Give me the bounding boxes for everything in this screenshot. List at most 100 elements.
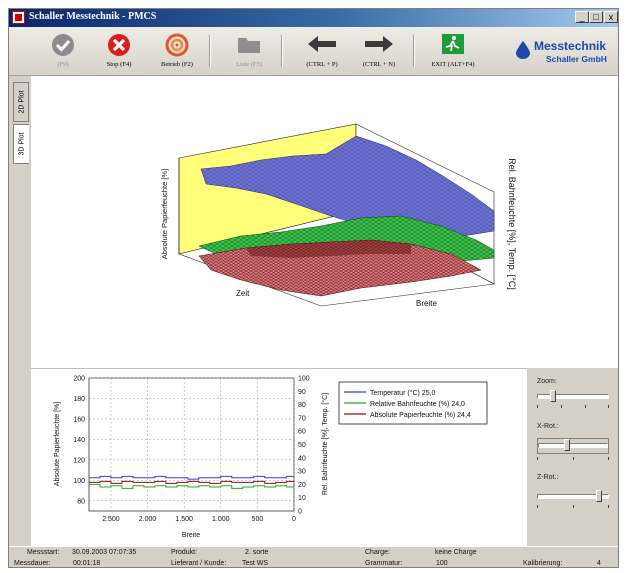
x-axis-title: Breite <box>182 532 200 539</box>
y-right-tick-label: 80 <box>298 402 306 409</box>
plot-tabs: 2D Plot 3D Plot <box>9 76 31 171</box>
x-tick-label: 1.000 <box>212 516 230 523</box>
forward-label: (CTRL + N) <box>362 61 396 68</box>
x-tick-label: 2.500 <box>102 516 120 523</box>
lieferant-label: Lieferant / Kunde: <box>171 560 227 567</box>
y-right-tick-label: 30 <box>298 469 306 476</box>
x-axis-label: Zeit <box>236 289 250 298</box>
exit-label: EXIT (ALT+F4) <box>431 61 475 68</box>
xrot-slider[interactable] <box>537 438 609 454</box>
back-label: (CTRL + P) <box>306 61 338 68</box>
tab-2d-label: 2D Plot <box>18 90 26 114</box>
y-right-tick-label: 100 <box>298 376 310 383</box>
liste-label: Liste (F3) <box>236 61 262 68</box>
y-right-tick-label: 70 <box>298 415 306 422</box>
zrot-ticks <box>537 505 609 508</box>
maximize-button[interactable]: □ <box>589 11 603 23</box>
zrot-slider-thumb[interactable] <box>596 490 602 502</box>
betrieb-button[interactable]: Betrieb (F2) <box>147 29 207 73</box>
stop-button[interactable]: Stop (F4) <box>89 29 149 73</box>
x-tick-label: 2.000 <box>139 516 157 523</box>
zrot-label: Z-Rot.: <box>537 474 559 481</box>
xrot-label: X-Rot.: <box>537 423 559 430</box>
series-line-abs-humidity <box>89 480 295 484</box>
xrot-slider-thumb[interactable] <box>564 439 570 451</box>
y-tick-label: 80 <box>77 498 85 505</box>
grammatur-value: 100 <box>436 560 448 567</box>
back-button[interactable]: (CTRL + P) <box>292 29 352 73</box>
x-tick-label: 500 <box>252 516 264 523</box>
y-axis-label: Breite <box>416 299 437 308</box>
produkt-label: Produkt: <box>171 549 198 556</box>
toolbar: (F9) Stop (F4) Betrieb (F2) Liste (F3) <box>9 27 618 76</box>
zoom-label: Zoom: <box>537 378 557 385</box>
y-axis-title: Absolute Papierfeuchte [%] <box>54 402 61 486</box>
start-label: (F9) <box>57 61 69 68</box>
folder-icon <box>238 38 260 53</box>
logo-text: Messtechnik <box>534 39 607 53</box>
plot-3d: Absolute Papierfeuchte [%] Rel. Bahnfeuc… <box>31 76 618 368</box>
liste-button[interactable]: Liste (F3) <box>219 29 279 73</box>
zoom-slider-thumb[interactable] <box>550 390 556 402</box>
series-line-rel-humidity <box>89 483 295 489</box>
zoom-slider[interactable] <box>537 390 609 402</box>
y-tick-label: 100 <box>73 478 85 485</box>
window-title: Schaller Messtechnik - PMCS <box>29 11 157 22</box>
y-right-tick-label: 20 <box>298 482 306 489</box>
check-icon <box>52 34 74 56</box>
y-axis-right-title: Rel. Bahnfeuchte [%], Temp. [°C] <box>321 393 329 495</box>
zrot-slider[interactable] <box>537 490 609 502</box>
water-drop-icon <box>516 41 530 59</box>
y-right-tick-label: 40 <box>298 455 306 462</box>
logo-subtext: Schaller GmbH <box>546 54 607 64</box>
messdauer-value: 00:01:18 <box>73 560 101 567</box>
toolbar-separator <box>413 35 415 67</box>
close-button[interactable]: x <box>604 11 618 23</box>
y-tick-label: 180 <box>73 396 85 403</box>
z-right-axis-label: Rel. Bahnfeuchte [%], Temp. [°C] <box>507 158 517 290</box>
y-right-tick-label: 50 <box>298 442 306 449</box>
toolbar-separator <box>209 35 211 67</box>
legend-rel-humidity: Relative Bahnfeuchte (%) 24,0 <box>370 401 465 408</box>
stop-icon <box>108 34 130 56</box>
xrot-ticks <box>537 457 609 460</box>
tab-2d-plot[interactable]: 2D Plot <box>13 82 29 122</box>
y-right-tick-label: 60 <box>298 429 306 436</box>
tab-3d-label: 3D Plot <box>18 132 26 156</box>
arrow-right-icon <box>365 36 393 52</box>
kalibrierung-value: 4 <box>597 560 601 567</box>
tab-3d-plot[interactable]: 3D Plot <box>13 124 29 164</box>
y-right-tick-label: 0 <box>298 509 302 516</box>
y-right-tick-label: 10 <box>298 495 306 502</box>
y-right-tick-label: 90 <box>298 389 306 396</box>
title-bar: Schaller Messtechnik - PMCS _ □ x <box>9 9 618 27</box>
minimize-button[interactable]: _ <box>575 11 589 23</box>
app-icon <box>12 11 25 24</box>
messstart-value: 30.09.2003 07:07:35 <box>72 549 137 556</box>
spiral-icon <box>165 33 189 57</box>
y-tick-label: 120 <box>73 457 85 464</box>
toolbar-separator <box>281 35 283 67</box>
legend-temperature: Temperatur (°C) 25,0 <box>370 389 436 397</box>
y-tick-label: 200 <box>73 376 85 383</box>
plot-area <box>88 377 295 512</box>
messstart-label: Messstart: <box>27 549 60 556</box>
start-button[interactable]: (F9) <box>33 29 93 73</box>
surface-plot: Absolute Papierfeuchte [%] Rel. Bahnfeuc… <box>160 123 517 308</box>
x-tick-label: 1.500 <box>175 516 193 523</box>
arrow-left-icon <box>308 36 336 52</box>
stop-label: Stop (F4) <box>106 61 132 68</box>
betrieb-label: Betrieb (F2) <box>161 61 193 68</box>
lieferant-value: Test WS <box>242 560 269 567</box>
zoom-ticks <box>537 405 609 408</box>
produkt-value: 2. sorte <box>245 549 269 556</box>
grammatur-label: Grammatur: <box>365 560 403 567</box>
charge-label: Charge: <box>365 549 390 556</box>
company-logo: Messtechnik Schaller GmbH <box>516 39 612 69</box>
messdauer-label: Messdauer: <box>14 560 51 567</box>
y-tick-label: 140 <box>73 437 85 444</box>
forward-button[interactable]: (CTRL + N) <box>349 29 409 73</box>
status-bar: Messstart: 30.09.2003 07:07:35 Messdauer… <box>9 546 618 567</box>
view-controls: Zoom: X-Rot.: Z-Rot.: <box>527 368 618 546</box>
exit-button[interactable]: EXIT (ALT+F4) <box>423 29 483 73</box>
